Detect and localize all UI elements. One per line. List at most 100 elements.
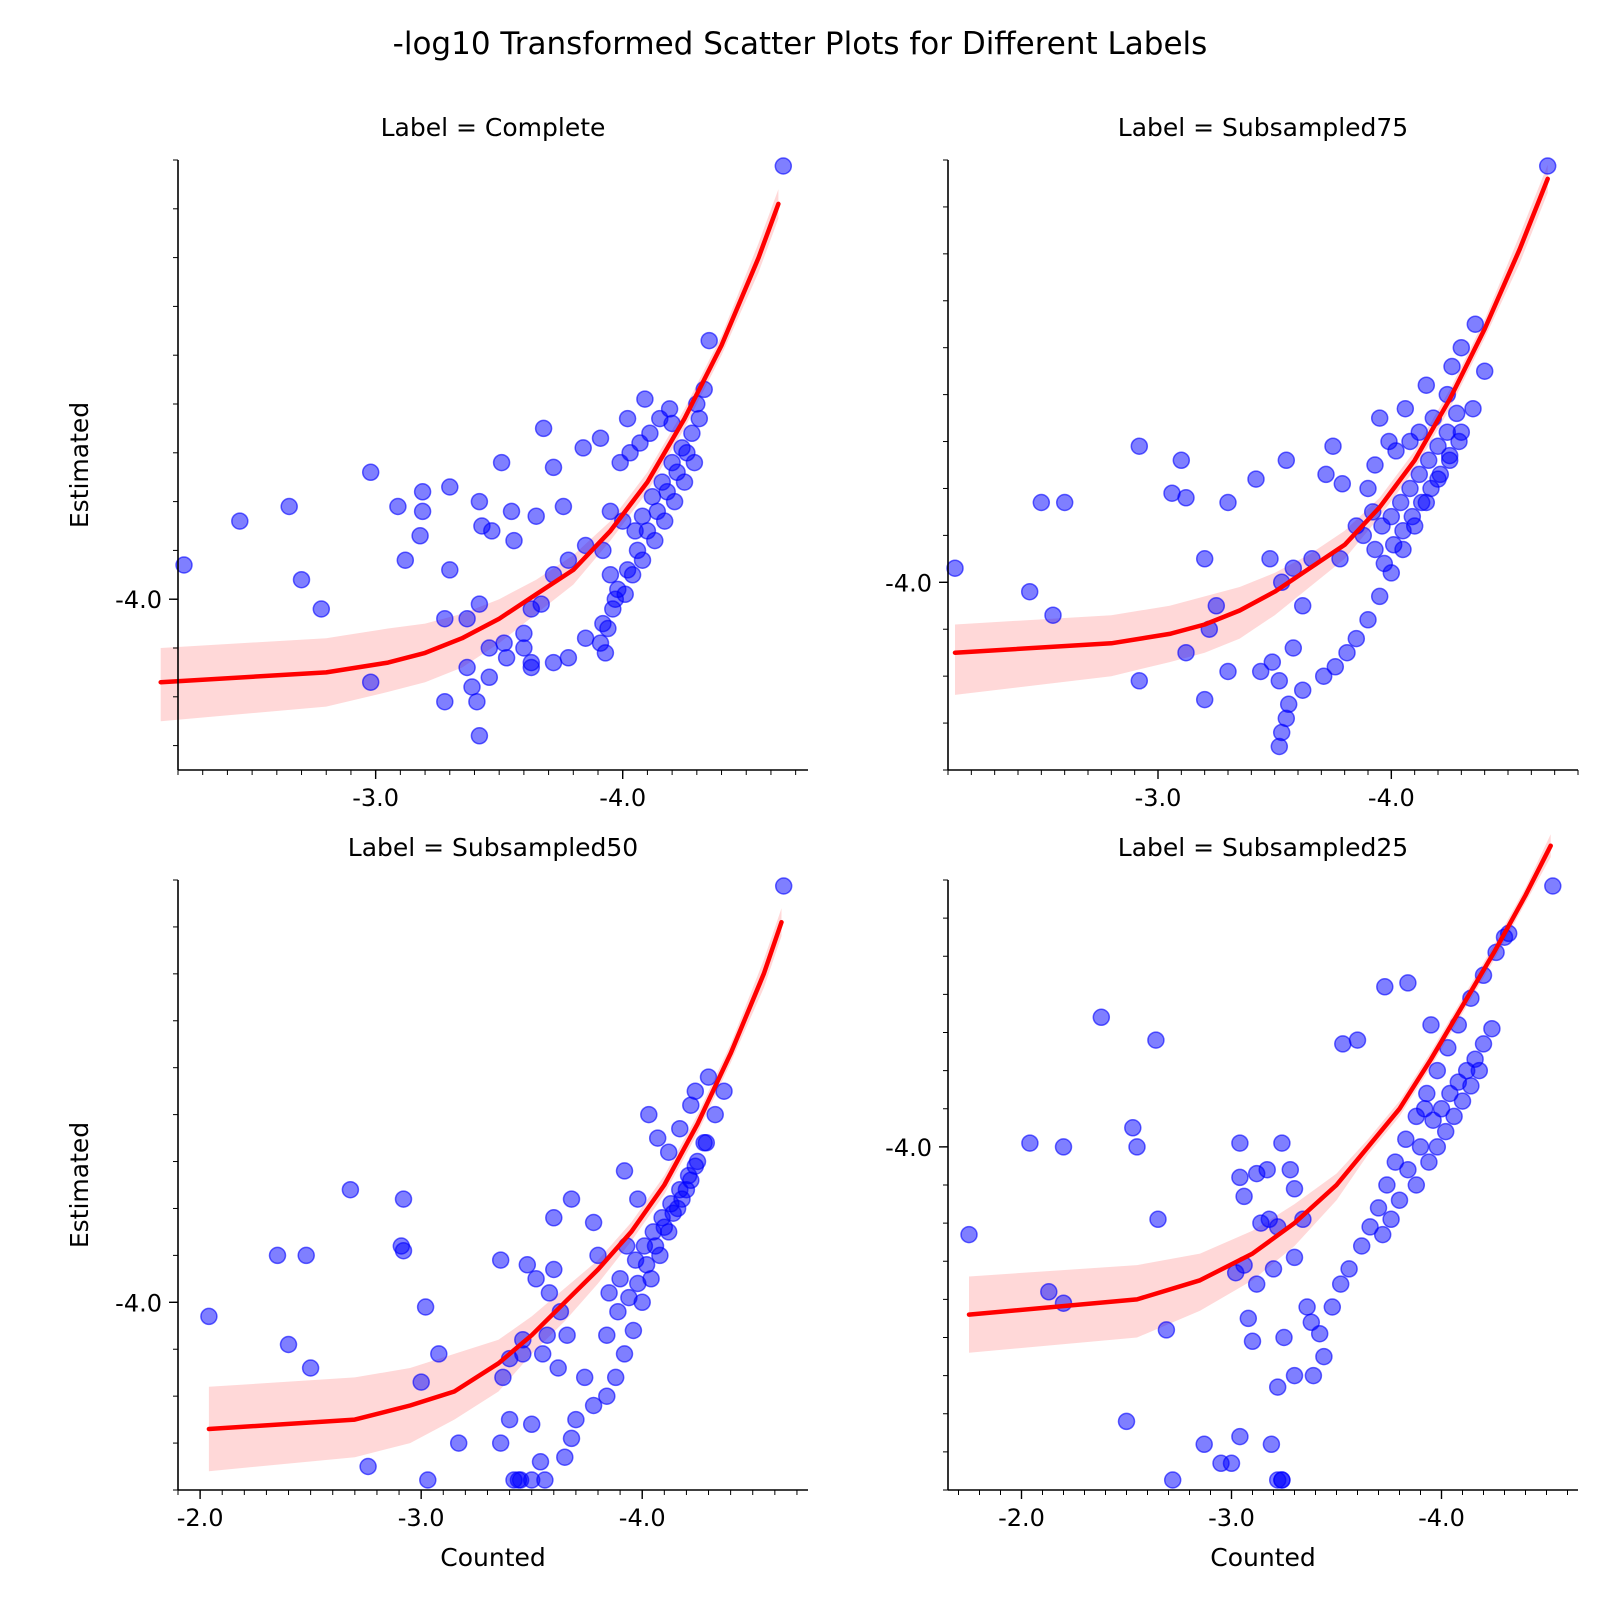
scatter-point xyxy=(633,551,652,569)
scatter-point xyxy=(1040,1283,1058,1301)
scatter-point xyxy=(514,1345,532,1363)
scatter-point xyxy=(412,1373,430,1391)
scatter-point xyxy=(1417,376,1436,394)
scatter-point xyxy=(1378,1176,1396,1194)
scatter-point xyxy=(665,492,684,511)
scatter-point xyxy=(1262,1435,1281,1454)
x-tick-label: -3.0 xyxy=(1135,784,1182,812)
scatter-point xyxy=(1055,493,1074,512)
scatter-point xyxy=(470,492,489,511)
confidence-band xyxy=(208,908,782,1472)
scatter-point xyxy=(545,1209,563,1227)
scatter-point xyxy=(682,1096,700,1114)
figure-title: -log10 Transformed Scatter Plots for Dif… xyxy=(392,26,1208,62)
scatter-point xyxy=(200,1307,218,1326)
scatter-point xyxy=(1314,667,1333,685)
scatter-point xyxy=(1338,643,1356,662)
scatter-point xyxy=(436,609,454,628)
scatter-point xyxy=(549,1359,567,1377)
scatter-point xyxy=(1438,423,1457,441)
scatter-point xyxy=(584,1213,603,1232)
scatter-point xyxy=(494,1368,512,1387)
scatter-point xyxy=(544,458,563,477)
scatter-point xyxy=(1396,399,1415,418)
scatter-point xyxy=(700,331,718,350)
scatter-point xyxy=(175,556,193,574)
scatter-point xyxy=(419,1471,437,1489)
scatter-point xyxy=(575,1368,594,1387)
scatter-point xyxy=(497,649,516,667)
scatter-point xyxy=(562,1429,581,1448)
scatter-point xyxy=(1340,1260,1358,1278)
scatter-point xyxy=(545,1260,563,1279)
y-axis-label: Estimated xyxy=(65,402,94,528)
scatter-point xyxy=(682,1171,700,1190)
scatter-point xyxy=(301,1359,320,1377)
scatter-point xyxy=(685,453,704,472)
scatter-point xyxy=(615,1162,634,1180)
scatter-point xyxy=(1331,1275,1350,1293)
scatter-point xyxy=(1195,550,1214,568)
scatter-point xyxy=(1270,672,1289,690)
confidence-band xyxy=(955,164,1548,695)
scatter-point xyxy=(518,1256,537,1274)
x-tick-label: -2.0 xyxy=(998,1504,1045,1532)
scatter-point xyxy=(505,1471,523,1489)
scatter-point xyxy=(1390,1191,1409,1209)
scatter-point xyxy=(1273,1471,1291,1489)
scatter-point xyxy=(1366,456,1384,474)
scatter-point xyxy=(646,1237,665,1255)
scatter-point xyxy=(1147,1031,1165,1049)
scatter-point xyxy=(601,502,620,521)
scatter-point xyxy=(495,634,513,652)
fit-line xyxy=(206,919,784,1432)
scatter-point xyxy=(1352,1237,1371,1255)
scatter-point xyxy=(1284,639,1303,657)
scatter-point xyxy=(1222,1454,1241,1473)
scatter-point xyxy=(637,1256,656,1274)
scatter-point xyxy=(655,512,674,530)
scatter-point xyxy=(470,595,489,613)
scatter-point xyxy=(411,527,429,545)
scatter-point xyxy=(1285,1366,1304,1385)
scatter-point xyxy=(359,1457,377,1476)
x-tick-label: -4.0 xyxy=(1368,784,1415,812)
scatter-point xyxy=(640,1105,658,1124)
scatter-point xyxy=(1326,658,1345,676)
y-axis-label: Estimated xyxy=(65,1122,94,1248)
scatter-point xyxy=(1251,662,1270,681)
scatter-point xyxy=(392,1237,411,1255)
scatter-point xyxy=(690,409,709,428)
x-axis-label: Counted xyxy=(440,1543,546,1572)
x-tick-label: -4.0 xyxy=(619,1504,666,1532)
scatter-point xyxy=(1284,559,1303,577)
scatter-point xyxy=(1270,737,1289,756)
scatter-point xyxy=(629,1190,647,1208)
scatter-point xyxy=(1380,432,1398,451)
scatter-point xyxy=(1403,507,1422,526)
scatter-point xyxy=(609,1302,627,1321)
scatter-point xyxy=(675,473,694,491)
scatter-point xyxy=(1466,315,1485,333)
scatter-point xyxy=(430,1345,448,1363)
scatter-point xyxy=(599,619,617,638)
scatter-point xyxy=(655,1218,674,1236)
scatter-point xyxy=(1324,437,1342,455)
scatter-point xyxy=(1177,643,1195,662)
scatter-point xyxy=(1149,1210,1167,1229)
scatter-point xyxy=(1235,1187,1253,1206)
scatter-point xyxy=(1452,338,1471,357)
scatter-point xyxy=(629,1274,647,1293)
scatter-point xyxy=(502,502,521,521)
scatter-point xyxy=(396,551,415,569)
scatter-point xyxy=(611,1270,629,1288)
x-axis-label: Counted xyxy=(1210,1543,1316,1572)
scatter-point xyxy=(500,1410,519,1429)
scatter-point xyxy=(589,1246,607,1265)
scatter-point xyxy=(576,629,595,647)
scatter-point xyxy=(1247,1275,1266,1293)
scatter-point xyxy=(515,639,533,657)
scatter-point xyxy=(697,1134,716,1152)
scatter-point xyxy=(606,1368,625,1387)
